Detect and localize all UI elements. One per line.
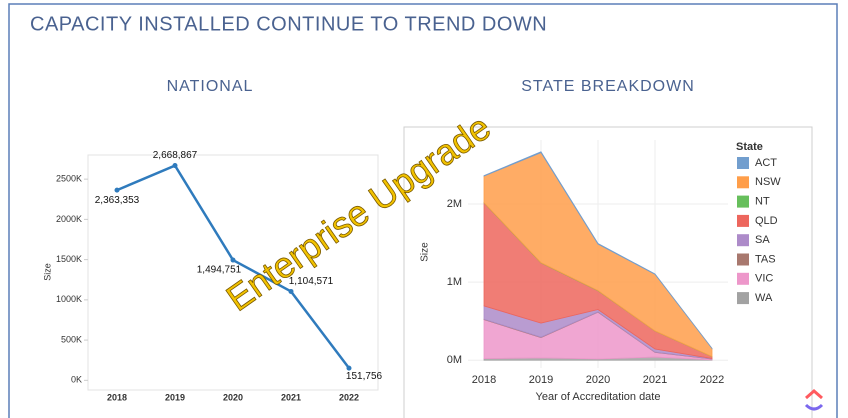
- logo: [804, 389, 824, 411]
- y-tick-label: 2000K: [56, 214, 82, 224]
- y-axis-label: Size: [42, 263, 52, 281]
- data-label: 1,104,571: [289, 276, 334, 287]
- legend-swatch: [737, 253, 749, 266]
- y-tick-label: 2500K: [56, 174, 82, 184]
- x-tick-label: 2019: [165, 392, 185, 402]
- point: [346, 365, 352, 371]
- point: [172, 163, 178, 169]
- x-tick-label: 2020: [223, 392, 243, 402]
- y-axis-label: Size: [420, 242, 431, 262]
- point: [288, 288, 294, 294]
- x-tick-label: 2018: [472, 374, 496, 386]
- legend-swatch: [737, 214, 749, 227]
- chart-title: STATE BREAKDOWN: [521, 78, 695, 95]
- legend-swatch: [737, 195, 749, 208]
- legend-label: SA: [755, 234, 770, 246]
- legend-label: TAS: [755, 253, 776, 265]
- y-tick-label: 1500K: [56, 254, 82, 264]
- legend-swatch: [737, 157, 749, 169]
- legend-swatch: [737, 176, 749, 189]
- data-label: 1,494,751: [197, 265, 242, 276]
- panel-frame: [403, 126, 813, 418]
- legend-label: NSW: [755, 176, 781, 188]
- x-tick-label: 2020: [586, 374, 610, 386]
- y-tick-label: 2M: [447, 198, 462, 210]
- plot-frame: [87, 154, 379, 391]
- area: [483, 151, 713, 350]
- logo-bottom: [804, 403, 824, 411]
- y-tick-label: 500K: [61, 334, 82, 344]
- x-tick-label: 2022: [700, 374, 724, 386]
- legend-swatch: [737, 272, 749, 285]
- x-tick-label: 2019: [529, 374, 553, 386]
- state-chart: Size Year of Accreditation date 0M 1M 2M 2018…: [420, 140, 781, 403]
- legend-label: WA: [755, 292, 773, 304]
- legend-label: NT: [755, 196, 770, 208]
- legend-swatch: [737, 234, 749, 247]
- logo-top: [805, 389, 823, 400]
- y-tick-label: 0K: [71, 375, 82, 385]
- point: [114, 187, 120, 193]
- chart-title: NATIONAL: [167, 78, 254, 95]
- data-label: 151,756: [346, 371, 383, 382]
- x-tick-label: 2022: [339, 392, 359, 402]
- data-label: 2,668,867: [153, 150, 198, 161]
- legend-swatch: [737, 292, 749, 305]
- x-axis-label: Year of Accreditation date: [536, 391, 661, 403]
- legend-label: VIC: [755, 273, 773, 285]
- legend-label: ACT: [755, 157, 777, 169]
- data-label: 2,363,353: [95, 195, 140, 206]
- national-chart: Size 0K 500K 1000K 1500K 2000K 2500K 2018 2,363,…: [42, 150, 382, 402]
- y-tick-label: 0M: [447, 354, 462, 366]
- x-tick-label: 2021: [281, 392, 301, 402]
- frame: [8, 3, 838, 418]
- x-tick-label: 2018: [107, 392, 127, 402]
- y-tick-label: 1000K: [56, 294, 82, 304]
- page-title: CAPACITY INSTALLED CONTINUE TO TREND DOW…: [30, 13, 547, 35]
- point: [230, 257, 236, 263]
- y-tick-label: 1M: [447, 276, 462, 288]
- legend-title: State: [736, 141, 763, 153]
- legend-label: QLD: [755, 215, 778, 227]
- x-tick-label: 2021: [643, 374, 667, 386]
